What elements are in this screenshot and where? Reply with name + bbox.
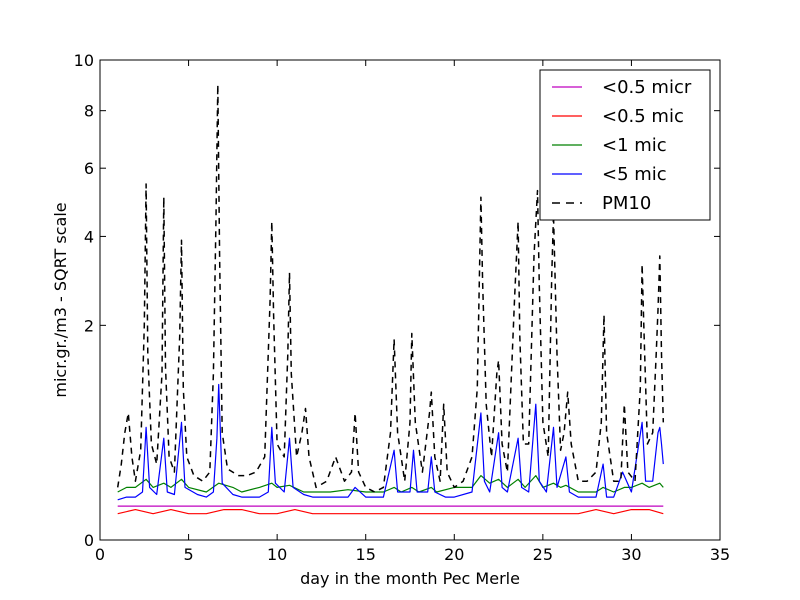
legend-item: <1 mic (552, 135, 667, 156)
y-tick-label: 10 (74, 51, 94, 70)
legend-label: PM10 (602, 193, 651, 214)
legend-item: <0.5 mic (552, 106, 684, 127)
legend-entries: <0.5 micr <0.5 mic <1 mic <5 mic PM10 (552, 77, 692, 214)
legend-label: <5 mic (602, 164, 667, 185)
y-axis-label: micr.gr./m3 - SQRT scale (51, 202, 70, 397)
x-tick-label: 30 (621, 545, 641, 564)
y-axis-ticks: 0 2 4 6 8 10 (74, 51, 720, 550)
x-tick-label: 5 (183, 545, 193, 564)
x-tick-label: 0 (95, 545, 105, 564)
legend-item: PM10 (552, 193, 651, 214)
legend-item: <0.5 micr (552, 77, 692, 98)
legend-label: <1 mic (602, 135, 667, 156)
y-tick-label: 2 (84, 316, 94, 335)
legend: <0.5 micr <0.5 mic <1 mic <5 mic PM10 (539, 69, 711, 221)
y-tick-label: 8 (84, 102, 94, 121)
plot-frame (99, 59, 721, 541)
x-tick-label: 20 (444, 545, 464, 564)
series-layer (116, 83, 665, 515)
legend-label: <0.5 micr (602, 77, 692, 98)
series-line-1 (117, 509, 664, 515)
x-tick-label: 15 (356, 545, 376, 564)
x-axis-ticks: 0 5 10 15 20 25 30 35 (95, 60, 730, 564)
legend-item: <5 mic (552, 164, 667, 185)
legend-label: <0.5 mic (602, 106, 684, 127)
y-tick-label: 6 (84, 159, 94, 178)
x-tick-label: 25 (533, 545, 553, 564)
x-tick-label: 35 (710, 545, 730, 564)
x-tick-label: 10 (267, 545, 287, 564)
y-tick-label: 0 (84, 531, 94, 550)
series-line-3 (117, 383, 664, 501)
y-tick-label: 4 (84, 227, 94, 246)
x-axis-label: day in the month Pec Merle (300, 569, 520, 588)
